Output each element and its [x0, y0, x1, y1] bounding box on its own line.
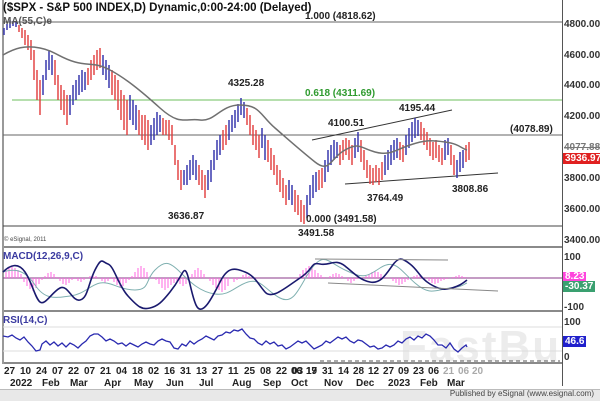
x-month: Feb [42, 378, 60, 389]
status-bar [0, 389, 600, 401]
x-day: 31 [180, 366, 192, 377]
x-day: 23 [413, 366, 425, 377]
fib-000-label: 0.000 (3491.58) [306, 214, 377, 225]
y-tick: 4400.00 [564, 80, 600, 91]
x-day: 21 [100, 366, 112, 377]
ma55-line [2, 46, 468, 168]
y-tick: 3600.00 [564, 204, 600, 215]
x-day: 27 [383, 366, 395, 377]
low-dec-label: 3764.49 [367, 193, 404, 204]
macd-panel[interactable] [3, 248, 562, 312]
x-day: 20 [472, 366, 484, 377]
copyright: © eSignal, 2011 [4, 237, 47, 243]
x-month: Nov [324, 378, 343, 389]
y-tick: 4200.00 [564, 111, 600, 122]
rsi-panel[interactable] [3, 312, 562, 364]
rsi-y-tick: 0 [564, 352, 570, 363]
macd-signal-line [2, 258, 468, 301]
y-tick: 4600.00 [564, 50, 600, 61]
x-day: 06 [458, 366, 470, 377]
x-day: 19 [306, 366, 318, 377]
last-price-tag: 3936.97 [563, 153, 600, 164]
x-month: 2023 [388, 378, 411, 389]
x-month: Dec [356, 378, 375, 389]
y-tick: 3400.00 [564, 235, 600, 246]
x-day: 08 [260, 366, 272, 377]
x-month: Mar [447, 378, 465, 389]
price-bars [3, 20, 470, 224]
x-day: 02 [148, 366, 160, 377]
signal-value-tag: -30.37 [563, 281, 596, 292]
x-day: 13 [196, 366, 208, 377]
y-tick: 3800.00 [564, 173, 600, 184]
x-day: 06 [291, 366, 303, 377]
rsi-y-tick: 100 [564, 317, 581, 328]
macd-histogram [5, 266, 466, 292]
resistance-label: (4078.89) [510, 124, 553, 135]
macd-line [2, 258, 468, 310]
high-dec-label: 4100.51 [328, 118, 365, 129]
x-month: 2022 [10, 378, 33, 389]
fib-100-label: 1.000 (4818.62) [305, 11, 376, 22]
x-month: May [134, 378, 154, 389]
fib-618-label: 0.618 (4311.69) [305, 88, 376, 99]
price-axis[interactable] [562, 0, 600, 386]
x-day: 07 [84, 366, 96, 377]
x-day: 17 [306, 366, 318, 377]
x-day: 16 [164, 366, 176, 377]
rsi-value-tag: 46.6 [563, 336, 587, 347]
x-day: 11 [228, 366, 239, 377]
x-month: Jul [199, 378, 214, 389]
ma-value-tag: 4077.88 [564, 142, 600, 153]
price-panel[interactable] [3, 0, 562, 248]
ma-legend[interactable]: MA(55,C)e [3, 16, 52, 27]
x-day: 09 [398, 366, 410, 377]
watermark: FastBull [400, 322, 590, 371]
x-day: 27 [212, 366, 224, 377]
x-day: 25 [244, 366, 256, 377]
published-by: Published by eSignal (www.esignal.com) [449, 389, 594, 398]
macd-value-tag: 8.23 [563, 271, 587, 282]
x-month: Mar [70, 378, 88, 389]
rsi-line [2, 328, 468, 353]
x-day: 14 [338, 366, 350, 377]
low-mar-label: 3808.86 [452, 184, 489, 195]
macd-y-tick: -100 [564, 302, 585, 313]
macd-y-tick: 100 [564, 252, 581, 263]
x-day: 28 [353, 366, 365, 377]
x-day: 03 [292, 366, 304, 377]
x-day: 22 [68, 366, 80, 377]
x-month: Jun [166, 378, 184, 389]
high-feb-label: 4195.44 [399, 103, 436, 114]
high-aug-label: 4325.28 [228, 78, 265, 89]
x-day: 27 [4, 366, 16, 377]
low-oct-label: 3491.58 [298, 228, 335, 239]
x-day: 22 [276, 366, 288, 377]
x-day: 31 [322, 366, 334, 377]
x-month: Oct [291, 378, 308, 389]
y-tick: 4800.00 [564, 19, 600, 30]
macd-title[interactable]: MACD(12,26,9,C) [3, 251, 84, 262]
low-jun-label: 3636.87 [168, 211, 205, 222]
x-day: 21 [443, 366, 455, 377]
x-day: 18 [132, 366, 144, 377]
upper-trendline [311, 109, 453, 141]
x-day: 04 [116, 366, 128, 377]
x-day: 12 [368, 366, 380, 377]
x-month: Feb [420, 378, 438, 389]
chart-title: ($SPX - S&P 500 INDEX,D) Dynamic,0:00-24… [3, 2, 312, 14]
x-month: Aug [232, 378, 252, 389]
x-day: 06 [428, 366, 440, 377]
lower-trendline [344, 172, 499, 185]
rsi-title[interactable]: RSI(14,C) [3, 315, 48, 326]
x-month: Sep [263, 378, 282, 389]
x-month: Apr [104, 378, 122, 389]
x-day: 24 [36, 366, 48, 377]
x-day: 07 [52, 366, 64, 377]
x-day: 10 [20, 366, 32, 377]
